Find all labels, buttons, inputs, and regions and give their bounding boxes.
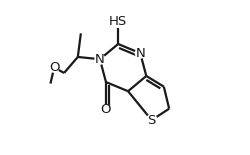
Text: HS: HS [109,15,127,28]
Text: O: O [49,61,59,74]
Text: O: O [101,103,111,116]
Circle shape [112,15,124,27]
Circle shape [50,63,59,72]
Text: N: N [135,47,145,60]
Circle shape [95,54,105,64]
Circle shape [135,48,145,58]
Text: S: S [148,114,156,127]
Circle shape [146,115,157,125]
Text: N: N [95,53,105,66]
Circle shape [102,105,110,114]
